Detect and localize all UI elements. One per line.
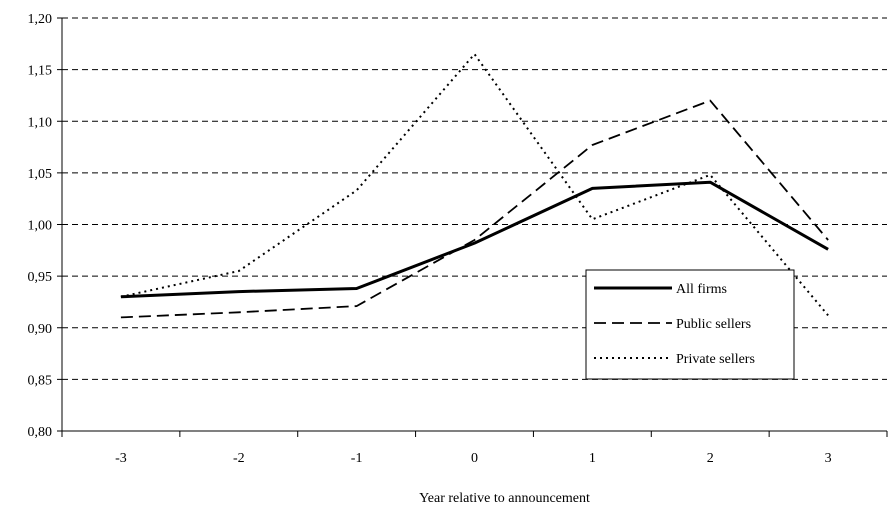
y-tick-label: 1,10	[28, 115, 53, 130]
x-tick-label: 2	[707, 451, 714, 466]
y-tick-label: 1,05	[28, 167, 53, 182]
x-tick-label: 1	[589, 451, 596, 466]
legend-label: Private sellers	[676, 352, 755, 367]
x-axis-ticks: -3 -2 -1 0 1 2 3	[61, 431, 888, 466]
y-tick-label: 0,95	[28, 270, 53, 285]
y-axis-ticks: 0,80 0,85 0,90 0,95 1,00 1,05 1,10 1,15 1,20	[28, 12, 62, 440]
gridlines	[62, 17, 887, 380]
y-tick-label: 0,90	[28, 322, 53, 337]
x-tick-label: 0	[471, 451, 478, 466]
x-tick-label: -3	[115, 451, 127, 466]
legend-label: Public sellers	[676, 317, 751, 332]
series-line-all-firms	[120, 180, 829, 299]
y-tick-label: 0,85	[28, 373, 53, 388]
x-axis-title: Year relative to announcement	[419, 491, 590, 506]
legend: All firms Public sellers Private sellers	[585, 269, 795, 380]
x-tick-label: -1	[351, 451, 363, 466]
x-tick-label: -2	[233, 451, 245, 466]
series-line-private-sellers	[120, 53, 829, 317]
y-tick-label: 1,15	[28, 64, 53, 79]
y-tick-label: 1,20	[28, 12, 53, 27]
x-tick-label: 3	[825, 451, 832, 466]
y-tick-label: 0,80	[28, 425, 53, 440]
legend-label: All firms	[676, 282, 727, 297]
y-tick-label: 1,00	[28, 219, 53, 234]
series-line-public-sellers	[120, 99, 829, 319]
series-lines	[120, 53, 829, 319]
